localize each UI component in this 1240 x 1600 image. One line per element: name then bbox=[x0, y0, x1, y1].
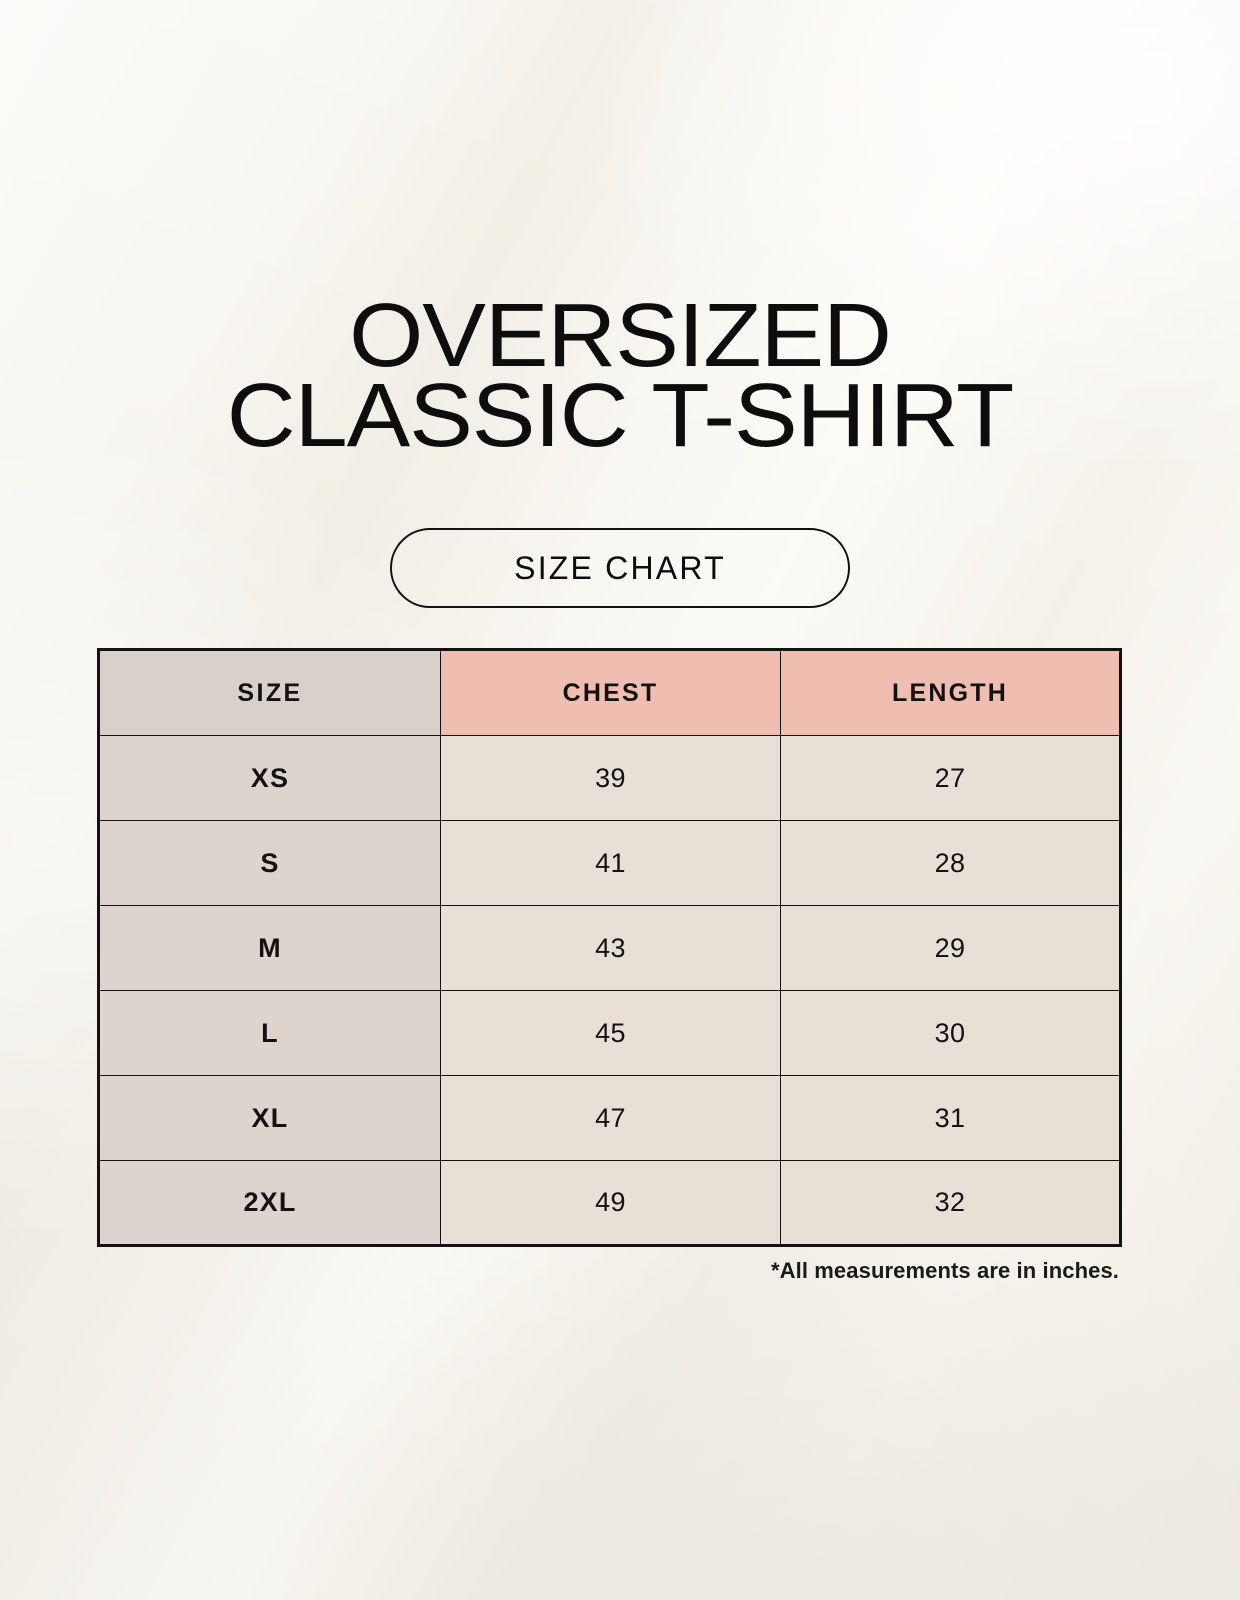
page-title-line-2: CLASSIC T-SHIRT bbox=[226, 366, 1014, 466]
cell-size: XL bbox=[98, 1075, 441, 1161]
table-row: XS 39 27 bbox=[98, 735, 1121, 821]
page-title-line-1: OVERSIZED bbox=[349, 286, 892, 386]
cell-chest: 39 bbox=[440, 735, 781, 821]
cell-size: 2XL bbox=[98, 1160, 441, 1246]
cell-length: 29 bbox=[780, 905, 1121, 991]
size-chart-badge: SIZE CHART bbox=[390, 528, 850, 608]
table-header-row: SIZE CHEST LENGTH bbox=[98, 649, 1121, 736]
cell-size: S bbox=[98, 820, 441, 906]
column-header-size: SIZE bbox=[98, 649, 441, 736]
table-row: 2XL 49 32 bbox=[98, 1160, 1121, 1246]
column-header-chest: CHEST bbox=[440, 649, 781, 736]
size-chart-badge-label: SIZE CHART bbox=[514, 549, 726, 586]
cell-size: XS bbox=[98, 735, 441, 821]
cell-length: 32 bbox=[780, 1160, 1121, 1246]
cell-chest: 49 bbox=[440, 1160, 781, 1246]
cell-length: 30 bbox=[780, 990, 1121, 1076]
table-row: S 41 28 bbox=[98, 820, 1121, 906]
cell-chest: 43 bbox=[440, 905, 781, 991]
cell-chest: 47 bbox=[440, 1075, 781, 1161]
cell-length: 31 bbox=[780, 1075, 1121, 1161]
page-title: OVERSIZED CLASSIC T-SHIRT bbox=[0, 286, 1240, 466]
measurements-footnote: *All measurements are in inches. bbox=[770, 1258, 1119, 1283]
column-header-length: LENGTH bbox=[780, 649, 1121, 736]
cell-chest: 41 bbox=[440, 820, 781, 906]
table-row: XL 47 31 bbox=[98, 1075, 1121, 1161]
cell-size: L bbox=[98, 990, 441, 1076]
cell-length: 28 bbox=[780, 820, 1121, 906]
table-row: M 43 29 bbox=[98, 905, 1121, 991]
cell-chest: 45 bbox=[440, 990, 781, 1076]
size-table-body: XS 39 27 S 41 28 M 43 29 L 45 30 bbox=[98, 735, 1121, 1246]
size-table-wrapper: SIZE CHEST LENGTH XS 39 27 S 41 28 M bbox=[97, 648, 1122, 1247]
cell-size: M bbox=[98, 905, 441, 991]
table-row: L 45 30 bbox=[98, 990, 1121, 1076]
size-chart-badge-wrapper: SIZE CHART bbox=[0, 528, 1240, 608]
size-table: SIZE CHEST LENGTH XS 39 27 S 41 28 M bbox=[97, 648, 1122, 1247]
cell-length: 27 bbox=[780, 735, 1121, 821]
size-table-head: SIZE CHEST LENGTH bbox=[98, 649, 1121, 736]
